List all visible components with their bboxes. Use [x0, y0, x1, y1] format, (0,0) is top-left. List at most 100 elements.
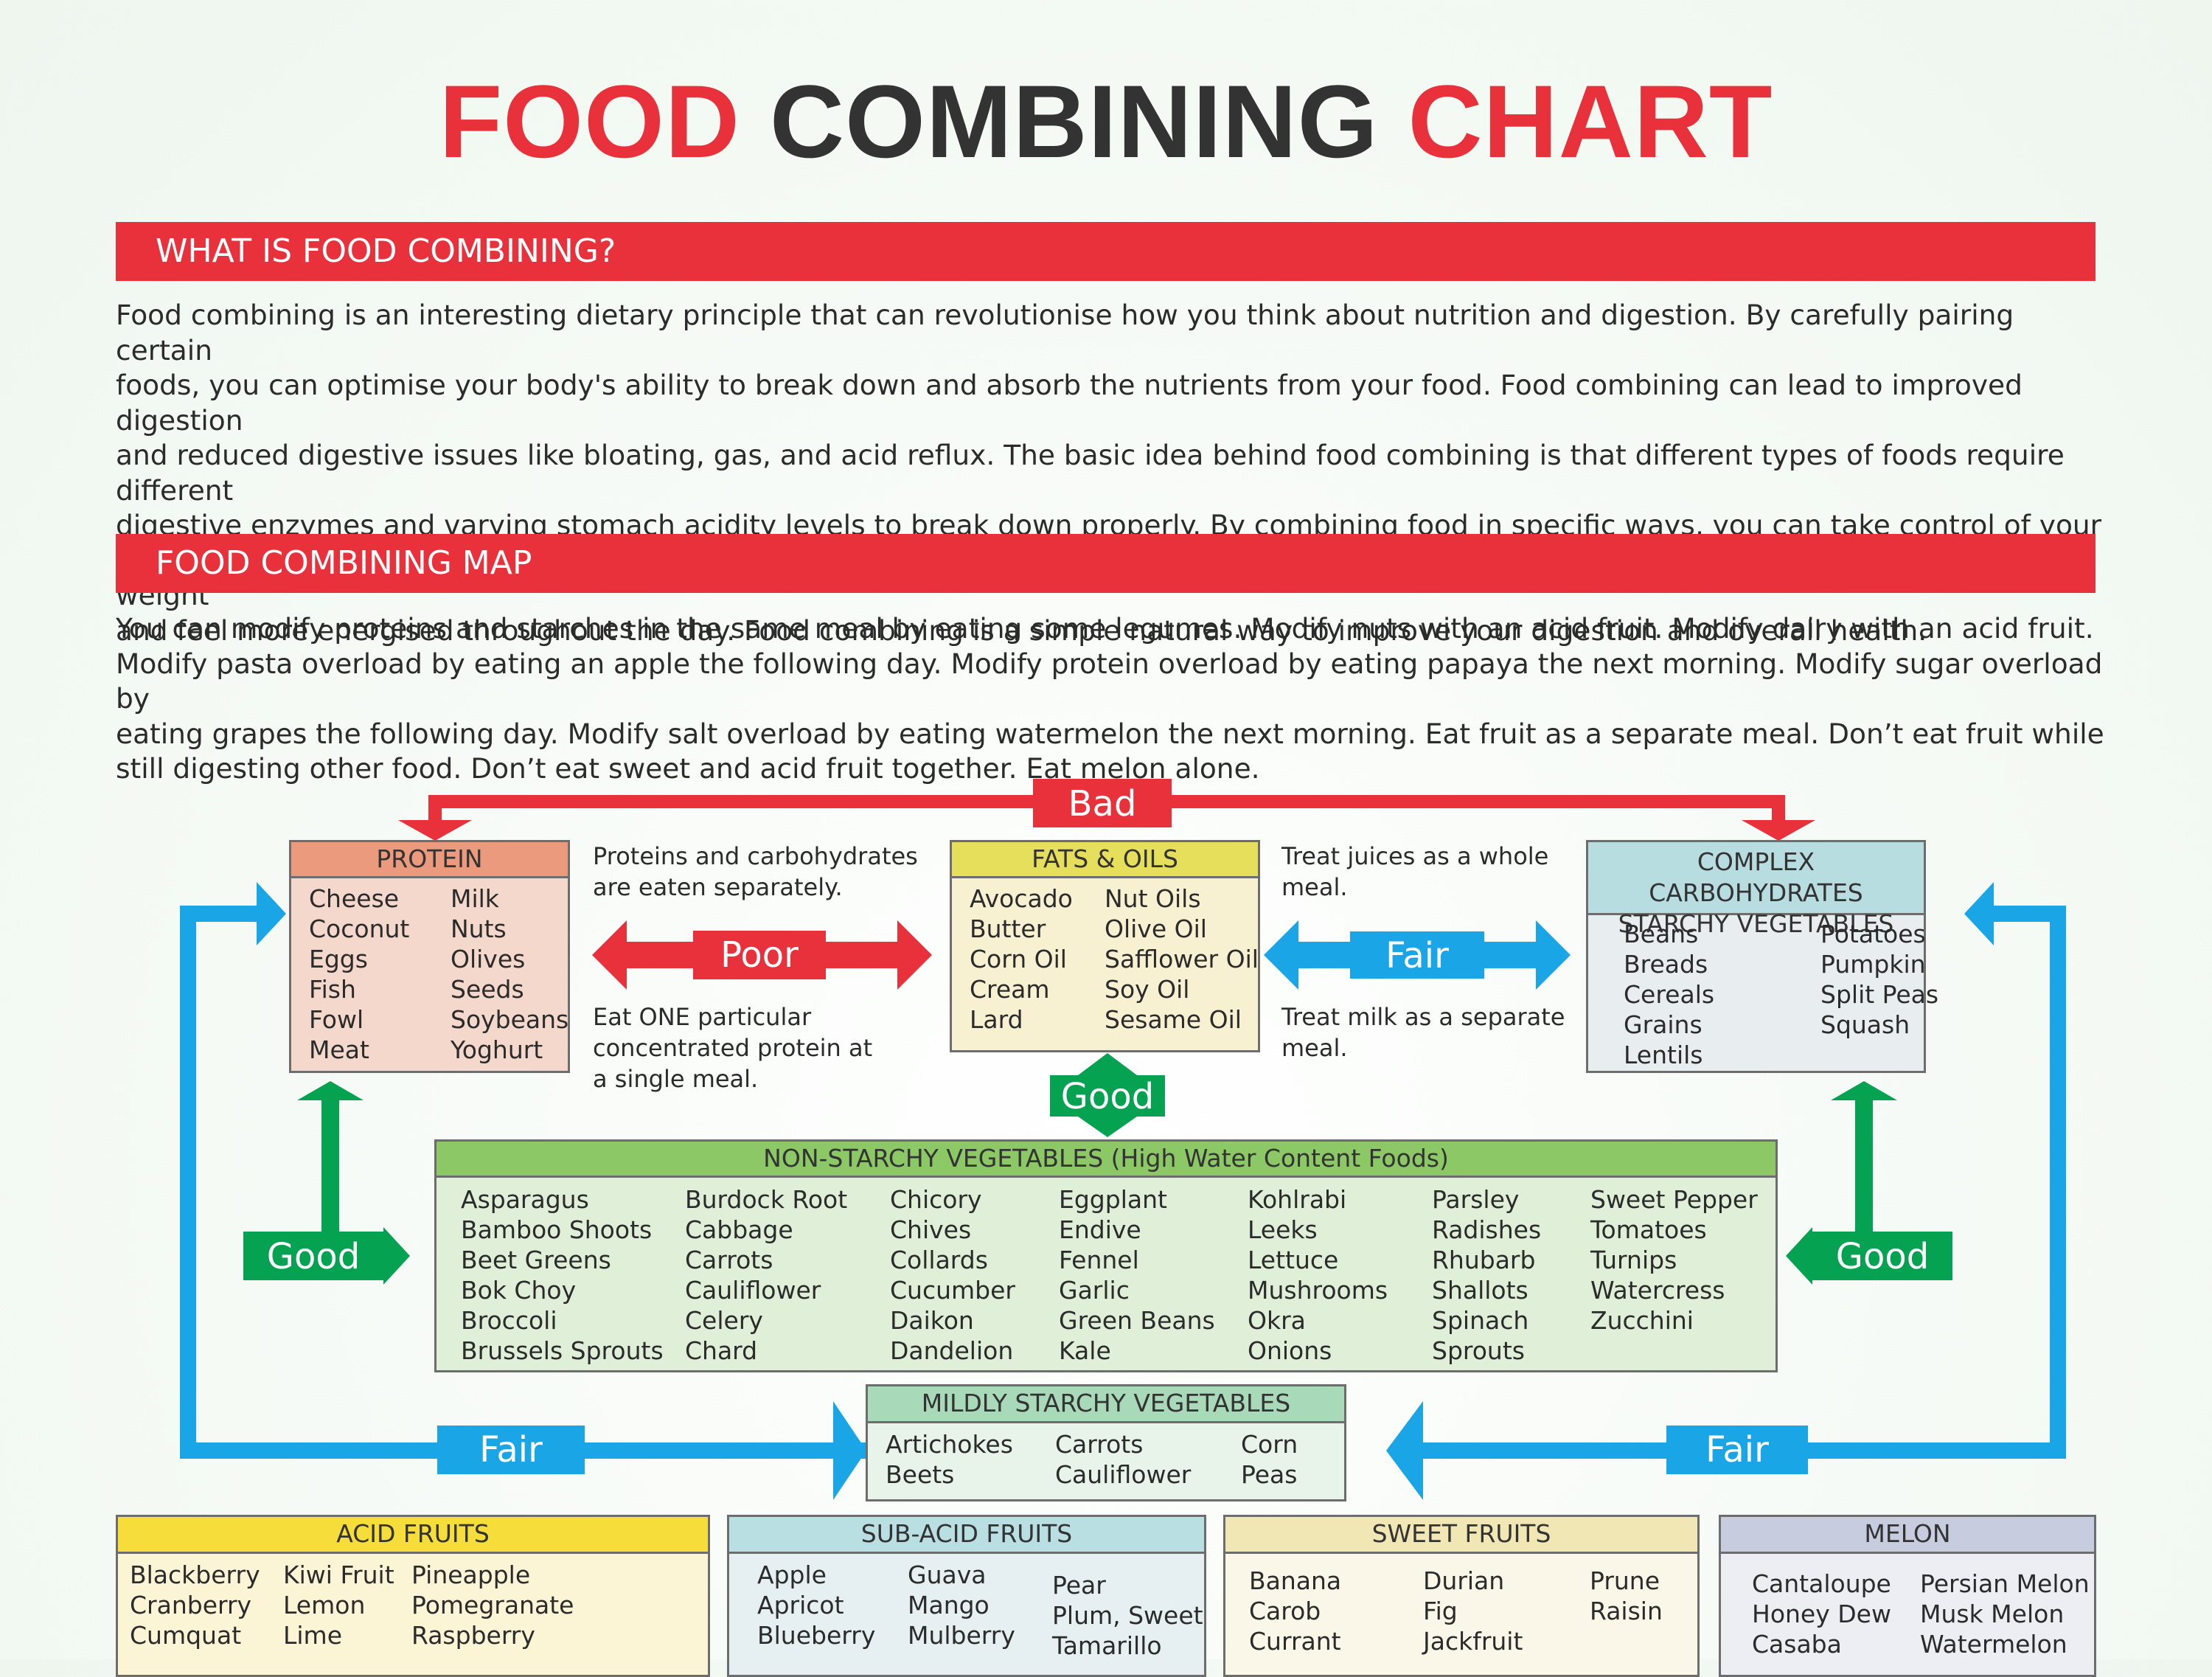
note-line: are eaten separately.: [593, 873, 843, 901]
food-item: Asparagus: [461, 1185, 589, 1214]
food-item: Kohlrabi: [1248, 1185, 1347, 1214]
paragraph-line: eating grapes the following day. Modify …: [116, 717, 2104, 750]
food-item: Cauliflower: [1055, 1460, 1192, 1489]
food-item: Watercress: [1590, 1276, 1725, 1305]
page-title: FOOD COMBINING CHART: [0, 70, 2212, 173]
good-arrow-center: [1050, 1053, 1165, 1137]
food-item: Kiwi Fruit: [283, 1560, 394, 1589]
paragraph-line: Food combining is an interesting dietary…: [116, 299, 2014, 367]
mildly-starchy-box-title: MILDLY STARCHY VEGETABLES: [868, 1386, 1344, 1423]
food-item: Raisin: [1590, 1597, 1663, 1625]
food-item: Mushrooms: [1248, 1276, 1388, 1305]
food-item: Apple: [757, 1560, 827, 1589]
non-starchy-column-7: Sweet Pepper Tomatoes Turnips Watercress…: [1590, 1184, 1758, 1336]
food-item: Breads: [1624, 950, 1708, 979]
note-line: concentrated protein at: [593, 1034, 873, 1062]
fats-oils-box: FATS & OILS Avocado Butter Corn Oil Crea…: [950, 840, 1260, 1052]
food-item: Apricot: [757, 1591, 844, 1619]
non-starchy-vegetables-box: NON-STARCHY VEGETABLES (High Water Conte…: [434, 1139, 1778, 1372]
non-starchy-column-4: Eggplant Endive Fennel Garlic Green Bean…: [1059, 1184, 1215, 1366]
note-line: Proteins and carbohydrates: [593, 842, 918, 870]
note-line: Eat ONE particular: [593, 1003, 812, 1031]
protein-box-title: PROTEIN: [291, 842, 568, 878]
food-item: Rhubarb: [1432, 1246, 1536, 1274]
food-item: Endive: [1059, 1215, 1141, 1244]
food-item: Garlic: [1059, 1276, 1130, 1305]
food-item: Guava: [908, 1560, 987, 1589]
fats-oils-box-title: FATS & OILS: [952, 842, 1258, 878]
sweet-fruits-box: SWEET FRUITS Banana Carob Currant Durian…: [1223, 1515, 1700, 1677]
food-item: Beets: [886, 1460, 955, 1489]
food-item: Plum, Sweet: [1052, 1601, 1203, 1630]
note-juices: Treat juices as a whole meal.: [1281, 841, 1548, 903]
food-item: Lemon: [283, 1591, 366, 1619]
good-label-left: Good: [267, 1236, 360, 1277]
paragraph-line: foods, you can optimise your body's abil…: [116, 369, 2023, 437]
food-item: Meat: [309, 1035, 369, 1064]
food-item: Milk: [451, 884, 499, 913]
sub-acid-column-2: Guava Mango Mulberry: [908, 1560, 1015, 1650]
non-starchy-column-5: Kohlrabi Leeks Lettuce Mushrooms Okra On…: [1248, 1184, 1388, 1366]
food-item: Watermelon: [1920, 1630, 2067, 1659]
food-item: Banana: [1249, 1566, 1342, 1595]
food-item: Green Beans: [1059, 1306, 1215, 1335]
section-heading: WHAT IS FOOD COMBINING?: [156, 232, 616, 270]
food-item: Grains: [1624, 1010, 1703, 1039]
food-item: Fennel: [1059, 1246, 1139, 1274]
food-item: Tamarillo: [1052, 1631, 1162, 1660]
food-item: Lettuce: [1248, 1246, 1339, 1274]
poor-label: Poor: [720, 934, 799, 976]
note-proteins-carbs: Proteins and carbohydrates are eaten sep…: [593, 841, 918, 903]
food-item: Honey Dew: [1752, 1600, 1891, 1628]
food-item: Corn: [1241, 1430, 1298, 1459]
food-item: Peas: [1241, 1460, 1298, 1489]
sub-acid-fruits-box-title: SUB-ACID FRUITS: [729, 1517, 1204, 1554]
good-arrow-left: [243, 1081, 410, 1285]
food-item: Cantaloupe: [1752, 1569, 1891, 1598]
food-item: Daikon: [890, 1306, 974, 1335]
food-item: Celery: [685, 1306, 763, 1335]
food-item: Beet Greens: [461, 1246, 611, 1274]
food-item: Raspberry: [411, 1621, 535, 1650]
food-item: Dandelion: [890, 1336, 1014, 1365]
food-item: Chicory: [890, 1185, 982, 1214]
food-item: Corn Oil: [970, 945, 1067, 973]
food-item: Prune: [1590, 1566, 1660, 1595]
mildly-column-2: Carrots Cauliflower: [1055, 1429, 1191, 1490]
complex-carbs-box-title: COMPLEX CARBOHYDRATES STARCHY VEGETABLES: [1588, 842, 1924, 938]
food-item: Fish: [309, 975, 356, 1004]
fair-label-left: Fair: [479, 1429, 543, 1471]
food-item: Nuts: [451, 914, 507, 943]
food-item: Beans: [1624, 920, 1699, 948]
non-starchy-column-1: Asparagus Bamboo Shoots Beet Greens Bok …: [461, 1184, 664, 1366]
food-item: Olives: [451, 945, 526, 973]
food-item: Squash: [1820, 1010, 1910, 1039]
food-item: Butter: [970, 914, 1046, 943]
food-item: Burdock Root: [685, 1185, 848, 1214]
food-item: Pineapple: [411, 1560, 531, 1589]
carbs-column-2: Potatoes Pumpkin Split Peas Squash: [1820, 919, 1938, 1040]
food-item: Eggplant: [1059, 1185, 1167, 1214]
paragraph-line: You can modify proteins and starches in …: [116, 612, 2094, 645]
food-item: Avocado: [970, 884, 1073, 913]
food-item: Sesame Oil: [1105, 1005, 1242, 1034]
section-heading: FOOD COMBINING MAP: [156, 544, 532, 582]
non-starchy-column-3: Chicory Chives Collards Cucumber Daikon …: [890, 1184, 1015, 1366]
sweet-column-1: Banana Carob Currant: [1249, 1566, 1341, 1656]
poor-arrow: [592, 920, 932, 990]
title-word-food: FOOD: [439, 63, 741, 179]
sweet-column-2: Durian Fig Jackfruit: [1423, 1566, 1523, 1656]
food-item: Yoghurt: [451, 1035, 543, 1064]
food-item: Cumquat: [130, 1621, 242, 1650]
food-item: Parsley: [1432, 1185, 1520, 1214]
note-line: Treat milk as a separate: [1281, 1003, 1565, 1031]
paragraph-line: and reduced digestive issues like bloati…: [116, 439, 2065, 507]
non-starchy-column-2: Burdock Root Cabbage Carrots Cauliflower…: [685, 1184, 847, 1366]
bad-label: Bad: [1068, 783, 1137, 824]
paragraph-line: Modify pasta overload by eating an apple…: [116, 647, 2103, 715]
note-milk: Treat milk as a separate meal.: [1281, 1001, 1565, 1063]
fair-label-right: Fair: [1705, 1429, 1769, 1471]
good-label-center: Good: [1061, 1076, 1154, 1117]
protein-column-1: Cheese Coconut Eggs Fish Fowl Meat: [309, 883, 409, 1065]
food-combining-map-banner: FOOD COMBINING MAP: [116, 534, 2096, 593]
